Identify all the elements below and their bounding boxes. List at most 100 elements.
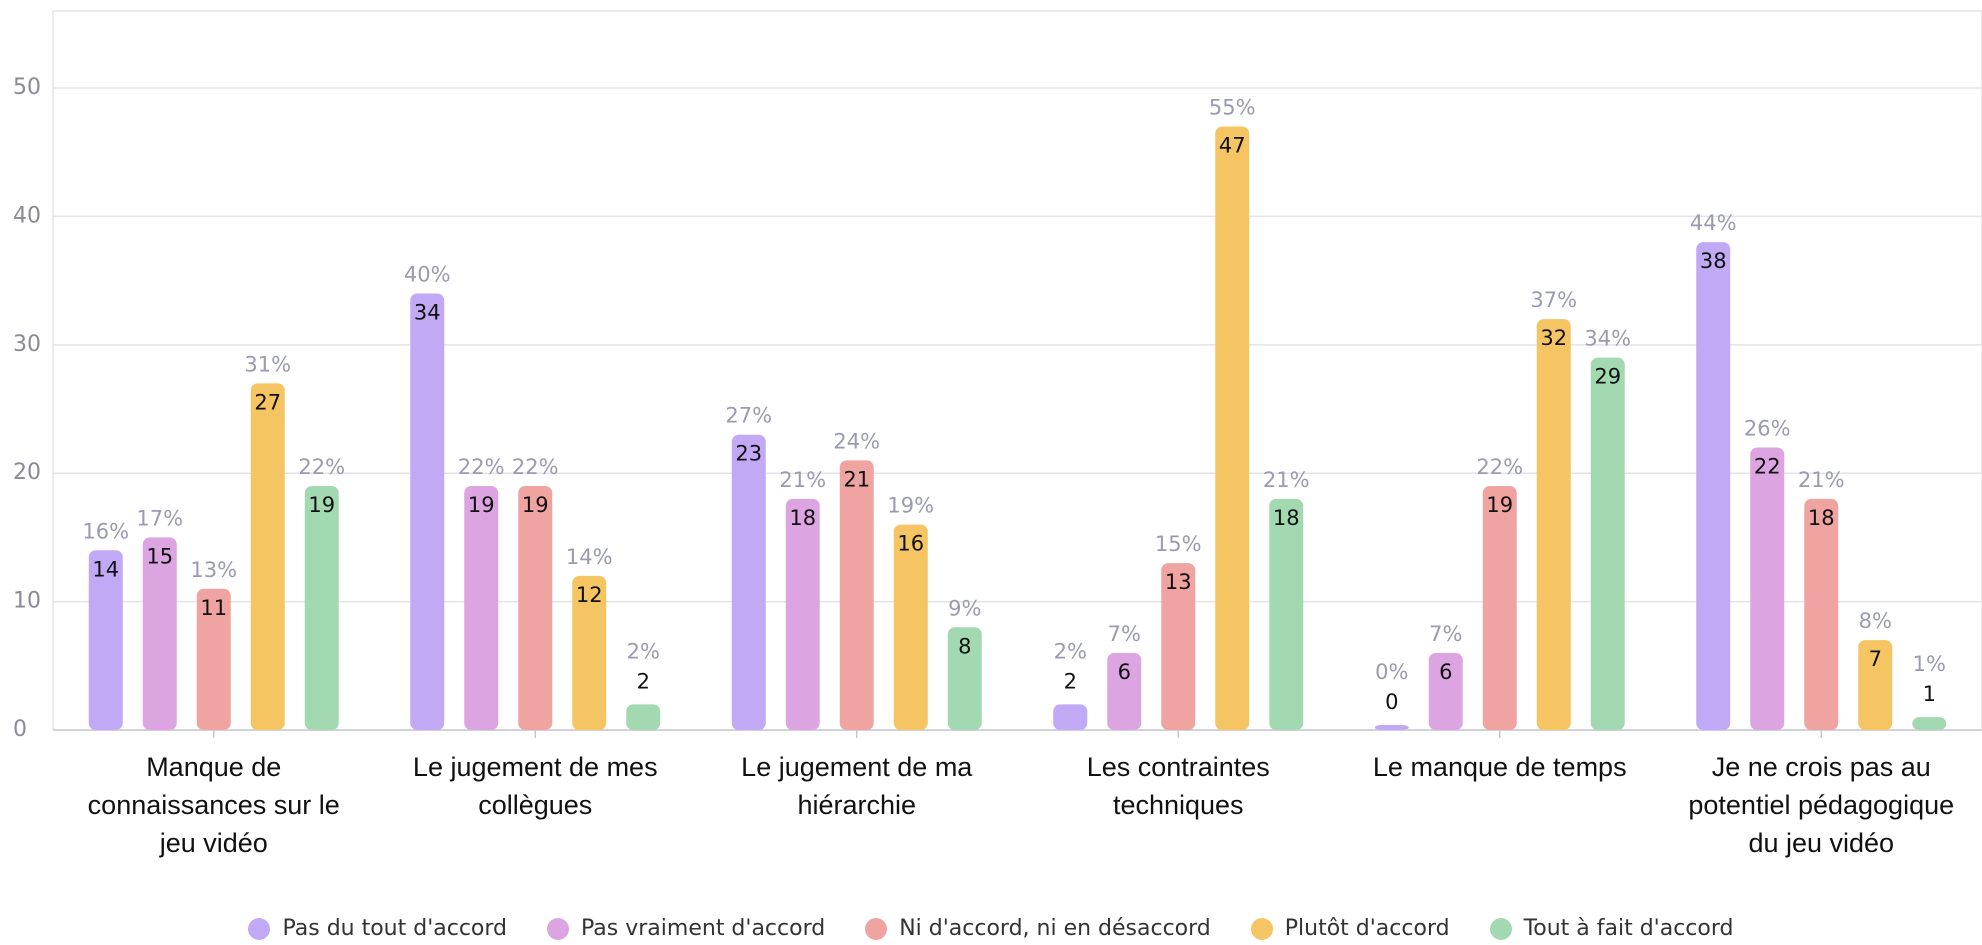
percent-label: 9%	[948, 596, 981, 620]
data-label: 6	[1439, 660, 1452, 684]
data-label: 7	[1869, 647, 1882, 671]
percent-label: 21%	[1798, 468, 1845, 492]
bar	[1269, 498, 1304, 730]
bar	[88, 550, 123, 730]
legend-item: Plutôt d'accord	[1250, 916, 1450, 941]
data-label: 22	[1754, 455, 1781, 479]
data-label: 27	[254, 390, 281, 414]
data-label: 23	[735, 442, 762, 466]
legend-item: Ni d'accord, ni en désaccord	[865, 916, 1211, 941]
data-label: 32	[1540, 326, 1567, 350]
plot-border	[52, 10, 1982, 731]
bar	[410, 293, 445, 730]
data-label: 13	[1165, 570, 1192, 594]
percent-label: 16%	[82, 519, 129, 543]
y-tick-label: 0	[13, 717, 27, 742]
data-label: 11	[200, 596, 227, 620]
percent-label: 22%	[458, 455, 505, 479]
bar	[1912, 717, 1947, 730]
percent-label: 7%	[1429, 622, 1462, 646]
bar	[1858, 640, 1893, 730]
data-label: 8	[958, 634, 971, 658]
data-label: 18	[1273, 506, 1300, 530]
legend-swatch	[1250, 917, 1273, 940]
y-tick-label: 50	[13, 75, 41, 100]
percent-label: 13%	[190, 558, 237, 582]
data-label: 14	[92, 557, 119, 581]
bar	[947, 627, 982, 730]
bar	[1590, 357, 1625, 730]
percent-label: 21%	[1263, 468, 1310, 492]
x-tick-label: Je ne crois pas au potentiel pédagogique…	[1688, 752, 1955, 858]
data-label: 19	[1486, 493, 1513, 517]
bar	[1428, 652, 1463, 730]
legend-swatch	[248, 917, 271, 940]
bar	[1696, 242, 1731, 730]
bar	[1374, 725, 1409, 730]
data-label: 15	[146, 544, 173, 568]
legend-label: Pas du tout d'accord	[282, 916, 508, 941]
legend-item: Pas vraiment d'accord	[547, 916, 825, 941]
bar	[464, 486, 499, 730]
data-label: 16	[897, 532, 924, 556]
bar	[1804, 498, 1839, 730]
percent-label: 31%	[244, 352, 291, 376]
data-label: 19	[522, 493, 549, 517]
x-tick-label: Le jugement de mes collègues	[412, 752, 658, 820]
percent-label: 22%	[298, 455, 345, 479]
y-tick-label: 30	[13, 332, 41, 357]
bar	[1053, 704, 1088, 730]
bar	[572, 575, 607, 730]
percent-label: 22%	[512, 455, 559, 479]
bar	[1536, 319, 1571, 730]
percent-label: 34%	[1584, 327, 1631, 351]
data-label: 0	[1385, 690, 1398, 714]
data-label: 18	[789, 506, 816, 530]
bar	[626, 704, 661, 730]
percent-label: 24%	[833, 429, 880, 453]
legend-item: Tout à fait d'accord	[1489, 916, 1734, 941]
data-label: 6	[1118, 660, 1131, 684]
bar	[1750, 447, 1785, 730]
data-label: 1	[1923, 682, 1936, 706]
bar	[839, 460, 874, 730]
legend-swatch	[865, 917, 888, 940]
percent-label: 40%	[404, 262, 451, 286]
legend-label: Ni d'accord, ni en désaccord	[899, 916, 1211, 941]
legend-swatch	[547, 917, 570, 940]
data-label: 47	[1219, 134, 1246, 158]
legend: Pas du tout d'accord Pas vraiment d'accor…	[0, 916, 1982, 941]
percent-label: 7%	[1108, 622, 1141, 646]
bar	[1107, 652, 1142, 730]
percent-label: 1%	[1913, 652, 1946, 676]
percent-label: 8%	[1859, 609, 1892, 633]
y-tick-label: 20	[13, 460, 41, 485]
legend-label: Pas vraiment d'accord	[581, 916, 826, 941]
bar	[304, 486, 339, 730]
percent-label: 0%	[1375, 660, 1408, 684]
percent-label: 26%	[1744, 417, 1791, 441]
data-label: 12	[576, 583, 603, 607]
x-tick-label: Le manque de temps	[1372, 752, 1627, 782]
bar	[1215, 126, 1250, 730]
bar	[1161, 563, 1196, 730]
percent-label: 37%	[1530, 288, 1577, 312]
percent-label: 21%	[779, 468, 826, 492]
y-tick-label: 10	[13, 589, 41, 614]
data-label: 21	[843, 467, 870, 491]
y-tick-label: 40	[13, 203, 41, 228]
percent-label: 19%	[887, 494, 934, 518]
bar	[196, 588, 231, 730]
bar	[893, 524, 928, 730]
legend-label: Tout à fait d'accord	[1523, 916, 1734, 941]
legend-label: Plutôt d'accord	[1284, 916, 1450, 941]
bar	[142, 537, 177, 730]
x-tick-label: Le jugement de ma hiérarchie	[741, 752, 973, 820]
percent-label: 55%	[1209, 96, 1256, 120]
legend-item: Pas du tout d'accord	[248, 916, 507, 941]
percent-label: 2%	[1054, 639, 1087, 663]
legend-swatch	[1489, 917, 1512, 940]
bar	[731, 434, 766, 730]
